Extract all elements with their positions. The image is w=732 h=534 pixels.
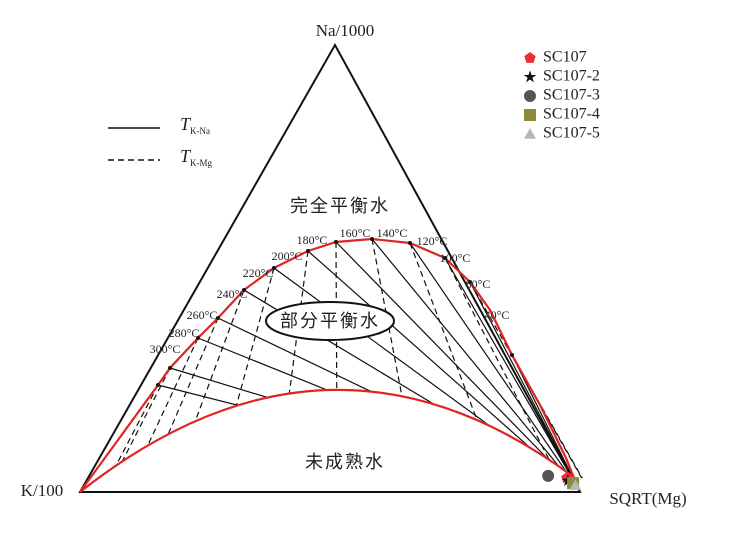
region-label: 完全平衡水 <box>290 196 390 217</box>
isotherm-k-mg <box>409 242 520 492</box>
legend-marker <box>523 70 537 83</box>
isotherm-k-na <box>409 242 581 492</box>
isotherm-point <box>510 353 514 357</box>
temperature-label: 220°C <box>243 266 274 280</box>
symbol: T <box>180 146 192 166</box>
isotherm-point <box>408 241 412 245</box>
legend-marker <box>524 52 536 63</box>
isotherm-point <box>272 266 276 270</box>
isotherms <box>81 238 613 492</box>
isotherm-point <box>334 240 338 244</box>
isotherm-k-mg <box>335 241 339 492</box>
isotherm-point <box>306 249 310 253</box>
legend-label: SC107-5 <box>543 125 600 142</box>
isotherm-point <box>468 280 472 284</box>
legend-label: SC107-4 <box>543 106 600 123</box>
isotherm-point <box>168 366 172 370</box>
temperature-label: 240°C <box>217 287 248 301</box>
subscript: K-Na <box>190 126 210 136</box>
isotherm-point <box>156 383 160 387</box>
isotherm-k-na <box>371 238 581 492</box>
isotherm-point <box>443 256 447 260</box>
region-ellipse <box>265 301 395 341</box>
isotherm-point <box>216 316 220 320</box>
legend-label: SC107-2 <box>543 68 600 85</box>
temperature-label: 120°C <box>417 234 448 248</box>
isotherm-k-mg <box>201 267 275 492</box>
temperature-label: 280°C <box>169 326 200 340</box>
isotherm-k-mg <box>81 384 159 492</box>
subscript: K-Mg <box>190 158 212 168</box>
legend-label: SC107-3 <box>543 87 600 104</box>
isotherm-point <box>242 288 246 292</box>
temperature-label: 80°C <box>466 277 491 291</box>
isotherm-point <box>370 237 374 241</box>
isotherm-k-mg <box>371 238 429 492</box>
legend-label: SC107 <box>543 49 587 66</box>
legend-marker <box>524 109 536 121</box>
isotherm-k-na <box>335 241 581 492</box>
isotherm-k-mg <box>444 257 587 492</box>
region-label: 部分平衡水 <box>280 311 380 332</box>
vertex-label: K/100 <box>21 481 64 500</box>
legend-line-label: TK-Mg <box>180 146 213 168</box>
legend-line-label: TK-Na <box>180 114 210 136</box>
isotherm-k-mg <box>107 337 199 492</box>
isotherm-point <box>196 336 200 340</box>
legend-marker <box>524 90 536 102</box>
data-point <box>542 469 555 482</box>
isotherm-k-mg <box>126 317 219 492</box>
temperature-label: 180°C <box>297 233 328 247</box>
partial-equilibrium-curve <box>79 388 576 493</box>
data-point <box>569 479 582 491</box>
isotherm-k-mg <box>86 367 171 492</box>
region-label: 未成熟水 <box>305 452 385 473</box>
legend-marker <box>524 128 536 139</box>
temperature-label: 140°C <box>377 226 408 240</box>
temperature-label: 200°C <box>272 249 303 263</box>
isotherm-k-na <box>157 384 581 492</box>
temperature-label: 40°C <box>485 308 510 322</box>
vertex-label: Na/1000 <box>316 21 375 40</box>
isotherm-k-mg <box>270 250 309 492</box>
temperature-label: 300°C <box>150 342 181 356</box>
isotherm-k-na <box>217 317 581 492</box>
temperature-label: 100°C <box>440 251 471 265</box>
symbol: T <box>180 114 192 134</box>
isotherm-k-na <box>197 337 581 492</box>
vertex-label: SQRT(Mg) <box>609 489 686 508</box>
temperature-label: 160°C <box>340 226 371 240</box>
temperature-label: 260°C <box>187 308 218 322</box>
